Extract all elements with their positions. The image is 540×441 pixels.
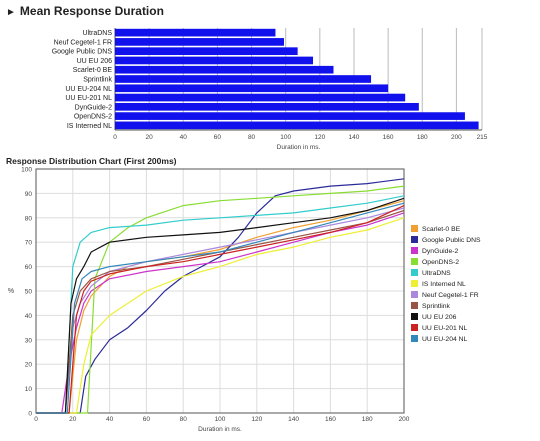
bar-category-label: Sprintlink [83, 77, 112, 84]
series-line [36, 207, 405, 414]
bar [115, 47, 298, 56]
bar-category-label: Scarlet-0 BE [73, 67, 113, 74]
bar-x-tick-label: 140 [349, 134, 360, 141]
line-y-tick-label: 70 [25, 240, 33, 247]
bar-category-label: OpenDNS-2 [74, 114, 112, 121]
bar-x-tick-label: 40 [180, 134, 188, 141]
play-triangle-icon: ► [6, 7, 16, 18]
line-y-tick-label: 90 [25, 191, 33, 198]
bar [115, 28, 276, 37]
legend-entry-label: UU EU 206 [422, 314, 457, 321]
bar-x-tick-label: 80 [248, 134, 256, 141]
bar-x-tick-label: 200 [451, 134, 462, 141]
legend-swatch [411, 225, 418, 232]
line-x-tick-label: 100 [215, 416, 226, 423]
bar-category-label: UU EU 206 [77, 58, 113, 65]
chart-subtitle-distribution: Response Distribution Chart (First 200ms… [6, 156, 177, 166]
legend-swatch [411, 280, 418, 287]
line-y-tick-label: 50 [25, 289, 33, 296]
line-x-tick-label: 200 [399, 416, 410, 423]
bar-category-label: DynGuide-2 [75, 104, 112, 111]
bar [115, 65, 334, 74]
bar [115, 102, 419, 111]
legend-entry-label: Sprintlink [422, 303, 451, 310]
bar-x-tick-label: 120 [314, 134, 325, 141]
bar [115, 84, 389, 93]
line-x-axis-title: Duration in ms. [198, 426, 242, 433]
bar [115, 38, 284, 46]
line-x-tick-label: 120 [251, 416, 262, 423]
series-line [36, 205, 405, 414]
line-x-tick-label: 180 [362, 416, 373, 423]
line-plot-frame [35, 168, 405, 414]
legend-swatch [411, 335, 418, 342]
series-line [36, 217, 405, 414]
line-x-tick-label: 20 [69, 416, 77, 423]
bar-x-tick-label: 0 [113, 134, 117, 141]
line-x-tick-label: 40 [106, 416, 114, 423]
legend-swatch [411, 324, 418, 331]
line-y-axis-title: % [8, 288, 14, 295]
bar-category-label: IS Interned NL [67, 123, 112, 130]
legend-entry-label: DynGuide-2 [422, 248, 458, 255]
bar-category-label: Google Public DNS [52, 49, 113, 56]
bar [115, 56, 314, 65]
bar [115, 93, 406, 102]
bar-x-tick-label: 160 [383, 134, 394, 141]
line-y-tick-label: 10 [25, 386, 33, 393]
legend-entry-label: Scarlet-0 BE [422, 226, 461, 233]
line-y-tick-label: 40 [25, 313, 33, 320]
bar-x-tick-label: 180 [417, 134, 428, 141]
line-x-tick-label: 140 [288, 416, 299, 423]
legend-entry-label: IS Interned NL [422, 281, 466, 288]
line-x-tick-label: 0 [34, 416, 38, 423]
legend-entry-label: UU EU-201 NL [422, 325, 468, 332]
series-line [36, 178, 405, 414]
legend-swatch [411, 269, 418, 276]
legend-swatch [411, 247, 418, 254]
line-x-tick-label: 60 [143, 416, 151, 423]
legend-entry-label: OpenDNS-2 [422, 259, 459, 266]
bar-category-label: UltraDNS [82, 30, 112, 37]
legend-entry-label: Neuf Cegetel-1 FR [422, 292, 479, 299]
legend-entry-label: UU EU-204 NL [422, 336, 468, 343]
line-y-tick-label: 0 [28, 411, 32, 418]
line-y-tick-label: 30 [25, 337, 33, 344]
legend-swatch [411, 302, 418, 309]
legend-swatch [411, 258, 418, 265]
bar-x-axis-title: Duration in ms. [277, 144, 321, 151]
series-line [36, 185, 405, 414]
series-line [36, 197, 405, 414]
bar-x-tick-label: 60 [214, 134, 222, 141]
line-y-tick-label: 60 [25, 264, 33, 271]
series-line [36, 202, 405, 414]
bar-category-label: UU EU-204 NL [65, 86, 112, 93]
legend-swatch [411, 236, 418, 243]
legend-entry-label: Google Public DNS [422, 237, 481, 244]
line-x-tick-label: 80 [180, 416, 188, 423]
bar-x-tick-label: 20 [146, 134, 154, 141]
bar [115, 112, 465, 120]
line-y-tick-label: 80 [25, 215, 33, 222]
bar [115, 121, 479, 130]
legend-swatch [411, 291, 418, 298]
bar-category-label: Neuf Cegetel-1 FR [54, 39, 112, 46]
line-x-tick-label: 160 [325, 416, 336, 423]
chart-title-text: Mean Response Duration [19, 4, 164, 18]
chart-title-mean-response: ► Mean Response Duration [6, 4, 164, 18]
legend-entry-label: UltraDNS [422, 270, 451, 277]
legend-swatch [411, 313, 418, 320]
line-y-tick-label: 100 [21, 167, 32, 174]
bar [115, 75, 372, 83]
bar-x-tick-label: 215 [477, 134, 488, 141]
line-y-tick-label: 20 [25, 362, 33, 369]
bar-x-tick-label: 100 [280, 134, 291, 141]
series-line [36, 195, 405, 414]
bar-category-label: UU EU-201 NL [65, 95, 112, 102]
